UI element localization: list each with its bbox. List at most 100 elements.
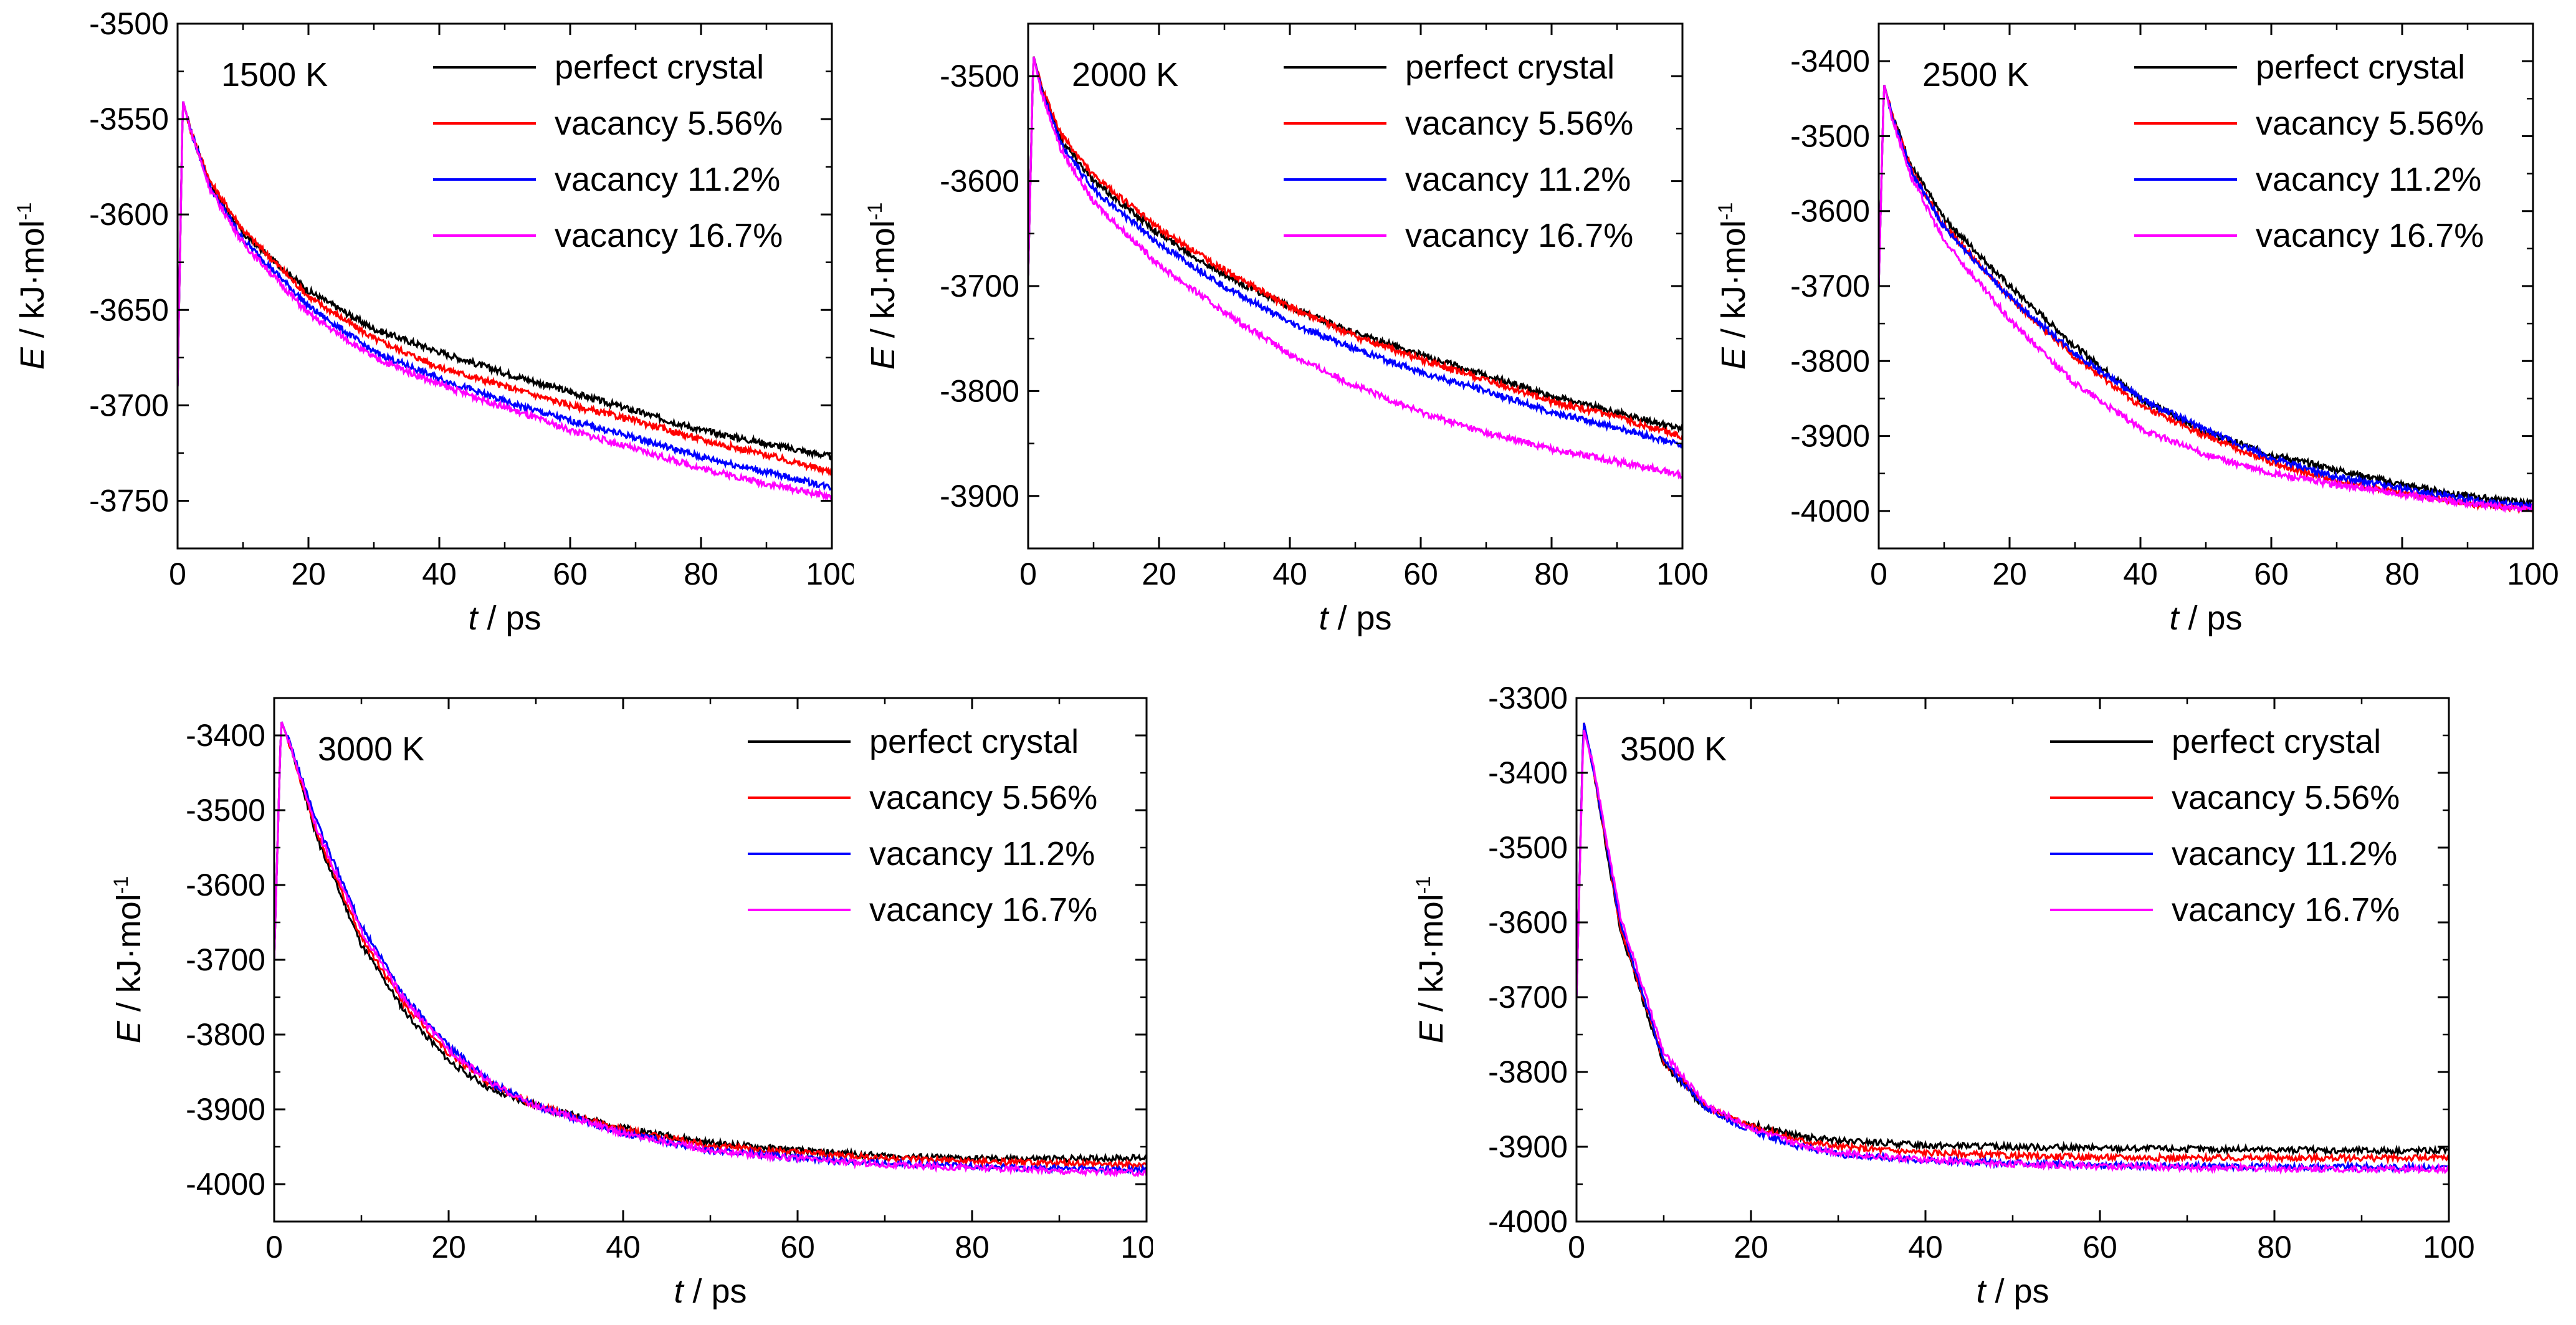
x-tick-label: 80 — [955, 1230, 990, 1265]
x-tick-label: 60 — [2082, 1230, 2117, 1265]
x-axis-label: t / ps — [674, 1273, 747, 1310]
y-tick-label: -3900 — [1790, 419, 1870, 454]
legend-label-1: vacancy 5.56% — [2172, 779, 2400, 816]
series-line-3 — [1028, 56, 1682, 480]
y-tick-label: -3800 — [1488, 1055, 1568, 1089]
x-tick-label: 100 — [806, 557, 854, 591]
x-tick-label: 80 — [684, 557, 718, 591]
y-tick-label: -3750 — [89, 483, 169, 518]
x-axis-unit: / ps — [477, 600, 541, 637]
y-axis-unit-sup: -1 — [864, 203, 886, 220]
series-line-3 — [274, 721, 1147, 1178]
y-tick-label: -3500 — [1790, 118, 1870, 153]
x-tick-label: 40 — [606, 1230, 641, 1265]
x-tick-label: 20 — [431, 1230, 466, 1265]
series-line-1 — [1879, 85, 2533, 515]
legend-label-3: vacancy 16.7% — [2172, 891, 2400, 929]
y-axis-unit-sup: -1 — [13, 203, 36, 220]
series-line-2 — [178, 101, 832, 491]
y-axis-var: E — [14, 347, 51, 370]
legend-label-3: vacancy 16.7% — [2256, 217, 2484, 254]
y-tick-label: -3900 — [1488, 1129, 1568, 1164]
temperature-annotation: 1500 K — [221, 56, 328, 93]
legend-label-1: vacancy 5.56% — [869, 779, 1097, 816]
y-axis-unit-sup: -1 — [1714, 203, 1737, 220]
x-tick-label: 40 — [2123, 557, 2158, 591]
x-tick-label: 100 — [1120, 1230, 1153, 1265]
legend-label-0: perfect crystal — [869, 723, 1079, 760]
legend-label-2: vacancy 11.2% — [2172, 835, 2397, 873]
y-tick-label: -3600 — [940, 164, 1019, 199]
series-line-2 — [1879, 85, 2533, 512]
temperature-annotation: 3500 K — [1620, 730, 1727, 768]
y-axis-unit: / kJ·mol — [1413, 894, 1450, 1021]
chart-1500k: 0 20 40 60 80 100 -3500 -3550 -3600 -3650 -3700 -37… — [13, 6, 854, 637]
y-axis-label: E / kJ·mol-1 — [1412, 876, 1450, 1044]
y-tick-label: -3600 — [186, 868, 265, 902]
y-axis-unit: / kJ·mol — [1715, 220, 1752, 347]
x-tick-label: 20 — [1142, 557, 1176, 591]
x-tick-label: 20 — [291, 557, 326, 591]
series-line-3 — [1577, 729, 2449, 1175]
x-axis-label: t / ps — [468, 600, 541, 637]
x-tick-label: 0 — [1568, 1230, 1585, 1265]
y-axis-label: E / kJ·mol-1 — [110, 876, 148, 1044]
y-tick-label: -3550 — [89, 102, 169, 136]
x-tick-label: 40 — [1908, 1230, 1943, 1265]
y-tick-label: -3400 — [1488, 755, 1568, 790]
x-tick-label: 40 — [422, 557, 457, 591]
legend-label-2: vacancy 11.2% — [869, 835, 1095, 873]
x-tick-label: 0 — [1870, 557, 1887, 591]
y-tick-label: -4000 — [1790, 494, 1870, 529]
y-tick-label: -3700 — [89, 388, 169, 423]
y-tick-label: -3500 — [1488, 830, 1568, 865]
legend-label-1: vacancy 5.56% — [555, 105, 783, 142]
x-axis-unit: / ps — [1328, 600, 1391, 637]
y-tick-label: -3600 — [89, 197, 169, 232]
x-tick-label: 20 — [1734, 1230, 1768, 1265]
y-axis-label: E / kJ·mol-1 — [1714, 203, 1752, 370]
y-tick-label: -4000 — [1488, 1204, 1568, 1239]
legend-label-3: vacancy 16.7% — [1405, 217, 1633, 254]
x-tick-label: 20 — [1992, 557, 2027, 591]
y-axis-unit-sup: -1 — [110, 876, 132, 894]
x-tick-label: 100 — [2423, 1230, 2474, 1265]
x-tick-label: 0 — [265, 1230, 283, 1265]
plot-frame — [176, 22, 833, 550]
y-tick-label: -3900 — [186, 1092, 265, 1127]
x-axis-unit: / ps — [683, 1273, 747, 1310]
chart-3500k: 0 20 40 60 80 100 -3300 -3400 -3500 -3600 -3700 -38… — [1412, 681, 2475, 1310]
plot-frame — [1027, 22, 1684, 550]
temperature-annotation: 3000 K — [318, 730, 424, 768]
series-line-0 — [1879, 85, 2533, 509]
legend-label-3: vacancy 16.7% — [555, 217, 783, 254]
y-tick-label: -3650 — [89, 292, 169, 327]
x-tick-label: 60 — [1403, 557, 1438, 591]
y-tick-label: -3700 — [1488, 980, 1568, 1015]
y-tick-label: -3400 — [1790, 44, 1870, 79]
y-axis-unit: / kJ·mol — [864, 220, 902, 347]
x-axis-label: t / ps — [1976, 1273, 2049, 1310]
y-tick-label: -3500 — [186, 793, 265, 828]
x-axis-label: t / ps — [1319, 600, 1391, 637]
x-axis-var: t — [468, 600, 479, 637]
x-axis-var: t — [1976, 1273, 1987, 1310]
y-tick-label: -3800 — [186, 1017, 265, 1052]
legend-label-1: vacancy 5.56% — [2256, 105, 2484, 142]
y-axis-label: E / kJ·mol-1 — [13, 203, 51, 370]
chart-2000k: 0 20 40 60 80 100 -3500 -3600 -3700 -3800 -3900 t /… — [864, 22, 1707, 637]
y-tick-label: -4000 — [186, 1167, 265, 1202]
y-axis-var: E — [1715, 347, 1752, 370]
y-tick-label: -3300 — [1488, 681, 1568, 715]
legend-label-2: vacancy 11.2% — [555, 161, 780, 198]
series-line-1 — [178, 101, 832, 477]
x-axis-unit: / ps — [2178, 600, 2242, 637]
y-tick-label: -3800 — [1790, 343, 1870, 378]
y-tick-label: -3400 — [186, 718, 265, 753]
x-tick-label: 100 — [2507, 557, 2559, 591]
x-tick-label: 60 — [780, 1230, 815, 1265]
series-line-3 — [178, 101, 832, 502]
y-axis-var: E — [110, 1020, 148, 1043]
y-tick-label: -3800 — [940, 373, 1019, 408]
